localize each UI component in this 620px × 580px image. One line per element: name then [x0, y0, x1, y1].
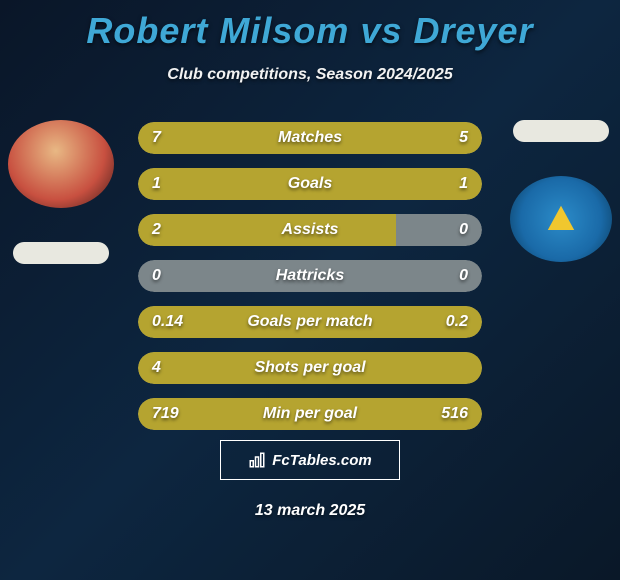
stat-label: Shots per goal	[138, 359, 482, 377]
stat-label: Goals	[138, 175, 482, 193]
stat-row: 2Assists0	[138, 214, 482, 246]
attribution-box: FcTables.com	[220, 440, 400, 480]
stat-label: Min per goal	[138, 405, 482, 423]
player-right-column	[510, 120, 612, 262]
stat-label: Matches	[138, 129, 482, 147]
stat-label: Goals per match	[138, 313, 482, 331]
stat-value-right: 0	[459, 221, 468, 239]
stat-row: 4Shots per goal	[138, 352, 482, 384]
stats-container: 7Matches51Goals12Assists00Hattricks00.14…	[138, 122, 482, 430]
stat-row: 719Min per goal516	[138, 398, 482, 430]
stat-row: 0Hattricks0	[138, 260, 482, 292]
stat-value-right: 0.2	[446, 313, 468, 331]
player-left-club-pill	[13, 242, 109, 264]
stat-value-right: 5	[459, 129, 468, 147]
player-right-badge	[510, 176, 612, 262]
player-left-avatar	[8, 120, 114, 208]
attribution-text: FcTables.com	[272, 452, 371, 469]
stat-label: Assists	[138, 221, 482, 239]
chart-icon	[248, 451, 266, 469]
player-left-column	[8, 120, 114, 264]
page-title: Robert Milsom vs Dreyer	[0, 0, 620, 52]
stat-row: 1Goals1	[138, 168, 482, 200]
stat-value-right: 0	[459, 267, 468, 285]
stat-row: 0.14Goals per match0.2	[138, 306, 482, 338]
date-text: 13 march 2025	[0, 502, 620, 520]
stat-row: 7Matches5	[138, 122, 482, 154]
stat-value-right: 1	[459, 175, 468, 193]
player-right-club-pill	[513, 120, 609, 142]
subtitle: Club competitions, Season 2024/2025	[0, 66, 620, 84]
stat-label: Hattricks	[138, 267, 482, 285]
stat-value-right: 516	[441, 405, 468, 423]
crest-triangle-icon	[539, 197, 583, 241]
